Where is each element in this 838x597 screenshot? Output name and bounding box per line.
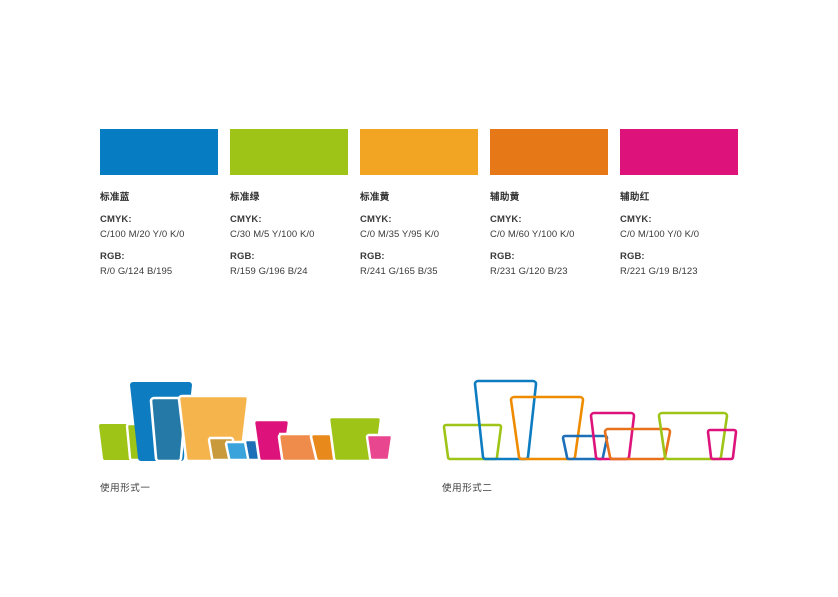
color-swatch-cell: 标准绿 CMYK: C/30 M/5 Y/100 K/0 RGB: R/159 … bbox=[230, 129, 348, 279]
cup-outline-magenta-small bbox=[706, 428, 738, 461]
color-name: 辅助黄 bbox=[490, 192, 520, 203]
rgb-value: R/0 G/124 B/195 bbox=[100, 266, 173, 277]
color-swatch-cell: 辅助黄 CMYK: C/0 M/60 Y/100 K/0 RGB: R/231 … bbox=[490, 129, 608, 279]
cmyk-value: C/100 M/20 Y/0 K/0 bbox=[100, 229, 185, 240]
color-chip bbox=[360, 129, 478, 175]
cmyk-value: C/30 M/5 Y/100 K/0 bbox=[230, 229, 315, 240]
color-chip bbox=[230, 129, 348, 175]
color-chip bbox=[490, 129, 608, 175]
cup-magenta-small bbox=[365, 433, 394, 462]
rgb-label: RGB: bbox=[360, 251, 385, 262]
color-chip bbox=[620, 129, 738, 175]
color-name: 标准蓝 bbox=[100, 192, 130, 203]
logo-cup-group-outline bbox=[442, 379, 738, 461]
color-name: 标准黄 bbox=[360, 192, 390, 203]
color-chip bbox=[100, 129, 218, 175]
cmyk-label: CMYK: bbox=[490, 214, 522, 225]
cmyk-label: CMYK: bbox=[100, 214, 132, 225]
rgb-value: R/221 G/19 B/123 bbox=[620, 266, 698, 277]
rgb-value: R/241 G/165 B/35 bbox=[360, 266, 438, 277]
logo-outline-artwork bbox=[442, 379, 738, 461]
usage-block-outline: 使用形式二 bbox=[438, 372, 738, 496]
cup-outline-blue-small bbox=[561, 434, 609, 461]
rgb-label: RGB: bbox=[620, 251, 645, 262]
usage-caption: 使用形式二 bbox=[442, 483, 493, 494]
rgb-value: R/159 G/196 B/24 bbox=[230, 266, 308, 277]
color-palette: 标准蓝 CMYK: C/100 M/20 Y/0 K/0 RGB: R/0 G/… bbox=[100, 129, 800, 279]
cmyk-value: C/0 M/100 Y/0 K/0 bbox=[620, 229, 700, 240]
rgb-label: RGB: bbox=[230, 251, 255, 262]
cup-outline-blue-tall bbox=[473, 379, 538, 461]
rgb-value: R/231 G/120 B/23 bbox=[490, 266, 568, 277]
rgb-label: RGB: bbox=[100, 251, 125, 262]
cup-outline-orange-big bbox=[509, 395, 585, 461]
cup-outline-orange-wide bbox=[603, 427, 672, 461]
usage-caption: 使用形式一 bbox=[100, 483, 151, 494]
logo-cup-group-solid bbox=[99, 382, 394, 463]
cmyk-value: C/0 M/35 Y/95 K/0 bbox=[360, 229, 440, 240]
cmyk-label: CMYK: bbox=[230, 214, 262, 225]
color-swatch-cell: 辅助红 CMYK: C/0 M/100 Y/0 K/0 RGB: R/221 G… bbox=[620, 129, 738, 279]
cmyk-label: CMYK: bbox=[360, 214, 392, 225]
cmyk-label: CMYK: bbox=[620, 214, 652, 225]
color-swatch-cell: 标准蓝 CMYK: C/100 M/20 Y/0 K/0 RGB: R/0 G/… bbox=[100, 129, 218, 279]
rgb-label: RGB: bbox=[490, 251, 515, 262]
color-name: 标准绿 bbox=[230, 192, 260, 203]
cmyk-value: C/0 M/60 Y/100 K/0 bbox=[490, 229, 575, 240]
usage-block-solid: 使用形式一 bbox=[96, 372, 396, 496]
color-swatch-cell: 标准黄 CMYK: C/0 M/35 Y/95 K/0 RGB: R/241 G… bbox=[360, 129, 478, 279]
cup-outline-green-left bbox=[442, 423, 503, 461]
logo-solid-artwork bbox=[99, 382, 394, 463]
color-name: 辅助红 bbox=[620, 192, 650, 203]
